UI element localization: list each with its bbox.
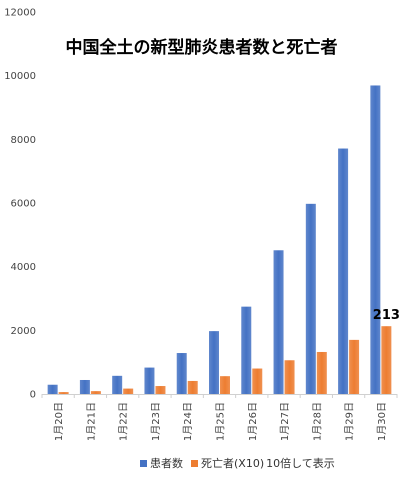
y-tick-label: 6000 bbox=[11, 199, 36, 210]
bar-patients bbox=[176, 353, 187, 394]
y-tick-label: 2000 bbox=[11, 326, 36, 337]
legend: 患者数 死亡者(X10) 10倍して表示 bbox=[140, 455, 343, 471]
y-tick-label: 10000 bbox=[4, 71, 36, 82]
y-tick-label: 12000 bbox=[4, 8, 36, 19]
y-tick-label: 0 bbox=[30, 390, 36, 401]
bar-deaths bbox=[252, 368, 263, 394]
bar-deaths bbox=[284, 360, 295, 394]
bar-patients bbox=[144, 367, 155, 394]
x-tick-label: 1月22日 bbox=[118, 402, 130, 441]
bar-patients bbox=[47, 384, 58, 394]
x-tick-label: 1月21日 bbox=[85, 402, 97, 441]
legend-item-patients: 患者数 bbox=[140, 455, 183, 471]
bar-patients bbox=[273, 250, 284, 394]
x-tick-label: 1月23日 bbox=[150, 402, 162, 441]
legend-swatch-patients bbox=[140, 459, 147, 467]
bar-deaths bbox=[155, 386, 166, 394]
x-tick-label: 1月20日 bbox=[53, 402, 65, 441]
bar-patients bbox=[79, 379, 90, 394]
chart-title: 中国全土の新型肺炎患者数と死亡者 bbox=[65, 38, 338, 58]
legend-label-deaths: 死亡者(X10) bbox=[201, 457, 265, 470]
legend-swatch-deaths bbox=[191, 459, 198, 467]
legend-item-deaths: 死亡者(X10) 10倍して表示 bbox=[191, 455, 335, 471]
bar-deaths bbox=[316, 351, 327, 394]
bar-patients bbox=[112, 375, 123, 394]
x-tick-label: 1月24日 bbox=[182, 402, 194, 441]
bar-deaths bbox=[349, 339, 360, 394]
x-tick-label: 1月27日 bbox=[279, 402, 291, 441]
bar-deaths bbox=[381, 326, 392, 394]
bar-patients bbox=[370, 85, 381, 394]
bar-deaths bbox=[187, 380, 198, 394]
bar-patients bbox=[209, 331, 219, 394]
legend-note: 10倍して表示 bbox=[266, 457, 335, 470]
y-tick-label: 8000 bbox=[11, 135, 36, 146]
data-label: 213 bbox=[373, 308, 400, 323]
bar-patients bbox=[241, 306, 252, 394]
bar-patients bbox=[338, 148, 349, 394]
x-tick-label: 1月28日 bbox=[311, 402, 323, 441]
x-tick-label: 1月26日 bbox=[247, 402, 259, 441]
x-tick-label: 1月30日 bbox=[376, 402, 388, 441]
x-tick-label: 1月29日 bbox=[344, 402, 356, 441]
bar-patients bbox=[305, 203, 316, 394]
bar-deaths bbox=[123, 388, 134, 394]
y-tick-label: 4000 bbox=[11, 262, 36, 273]
bar-deaths bbox=[90, 391, 101, 394]
legend-label-patients: 患者数 bbox=[150, 457, 183, 470]
bar-deaths bbox=[58, 392, 69, 394]
bar-deaths bbox=[220, 376, 230, 394]
x-tick-label: 1月25日 bbox=[215, 402, 227, 441]
